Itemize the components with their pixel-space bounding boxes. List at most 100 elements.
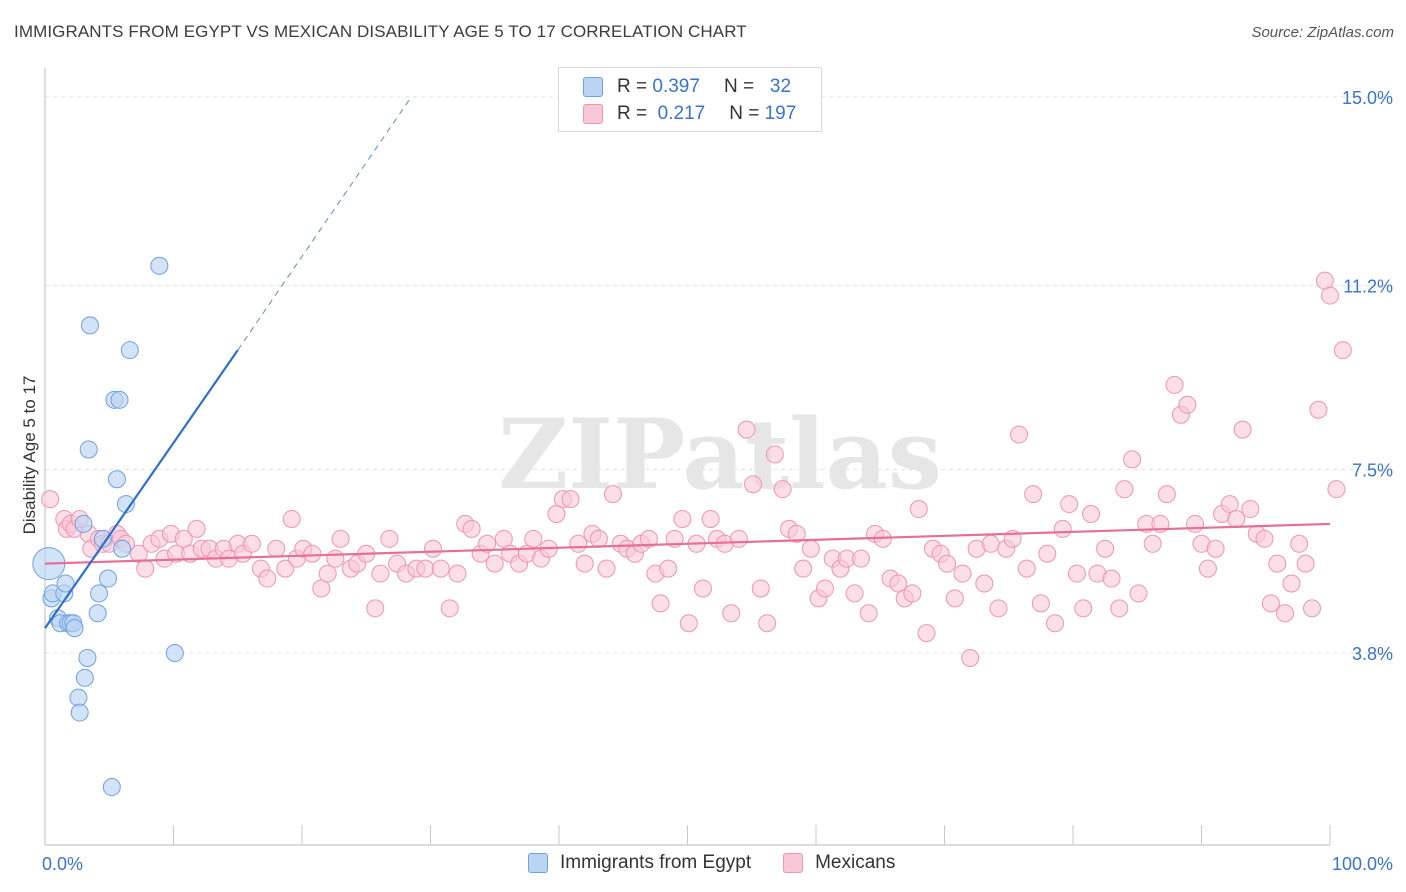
egypt-legend-label: Immigrants from Egypt (560, 852, 752, 873)
mexicans-point (1157, 485, 1176, 504)
mexicans-point (1024, 485, 1043, 504)
mexicans-point (1046, 614, 1065, 633)
mexicans-point (787, 524, 806, 543)
legend-item-egypt[interactable]: Immigrants from Egypt (528, 852, 751, 874)
mexicans-point (366, 599, 385, 618)
mexicans-point (603, 485, 622, 504)
mexicans-point (953, 564, 972, 583)
mexicans-point (639, 529, 658, 548)
mexicans-point (1276, 604, 1295, 623)
mexicans-legend-swatch (783, 853, 804, 873)
egypt-point (88, 604, 107, 623)
mexicans-point (1053, 519, 1072, 538)
mexicans-point (267, 539, 286, 558)
mexicans-point (981, 534, 1000, 553)
mexicans-point (1129, 584, 1148, 603)
egypt-points (32, 256, 184, 797)
mexicans-trend-line (44, 522, 1331, 565)
mexicans-point (801, 539, 820, 558)
mexicans-point (961, 648, 980, 667)
mexicans-point (1038, 544, 1057, 563)
mexicans-point (589, 529, 608, 548)
mexicans-point (989, 599, 1008, 618)
egypt-legend-swatch (528, 853, 548, 873)
mexicans-point (440, 599, 459, 618)
egypt-point (70, 703, 89, 722)
mexicans-point (1110, 599, 1129, 618)
mexicans-r-value: 0.217 (657, 103, 706, 124)
mexicans-point (1227, 509, 1246, 528)
mexicans-point (258, 569, 277, 588)
mexicans-legend-label: Mexicans (815, 852, 896, 873)
mexicans-point (1268, 554, 1287, 573)
stats-legend: R = 0.397 N = 32 R = 0.217 N = 197 (558, 67, 822, 132)
mexicans-point (1333, 341, 1352, 360)
legend-row-egypt: R = 0.397 N = 32 (583, 74, 791, 100)
mexicans-point (485, 554, 504, 573)
mexicans-point (1282, 574, 1301, 593)
egypt-swatch (583, 77, 603, 97)
mexicans-point (758, 614, 777, 633)
mexicans-points (41, 271, 1352, 667)
mexicans-point (597, 559, 616, 578)
mexicans-point (1327, 480, 1346, 499)
mexicans-point (371, 564, 390, 583)
mexicans-point (773, 480, 792, 499)
y-tick-label: 11.2% (1343, 277, 1393, 297)
egypt-trend-line (44, 349, 239, 629)
mexicans-point (462, 519, 481, 538)
mexicans-point (569, 534, 588, 553)
mexicans-point (276, 559, 295, 578)
source-label: Source: ZipAtlas.com (1251, 24, 1394, 41)
mexicans-point (129, 544, 148, 563)
mexicans-point (424, 539, 443, 558)
mexicans-point (889, 574, 908, 593)
mexicans-point (659, 559, 678, 578)
mexicans-point (1010, 425, 1029, 444)
egypt-point (107, 470, 126, 489)
egypt-point (56, 574, 75, 593)
mexicans-point (975, 574, 994, 593)
r-label: R = (617, 76, 648, 97)
egypt-point (113, 539, 132, 558)
mexicans-point (561, 490, 580, 509)
mexicans-point (1233, 420, 1252, 439)
mexicans-point (1017, 559, 1036, 578)
egypt-point (120, 341, 139, 360)
mexicans-point (1303, 599, 1322, 618)
mexicans-point (431, 559, 450, 578)
mexicans-point (729, 529, 748, 548)
mexicans-point (1031, 594, 1050, 613)
mexicans-point (1220, 495, 1239, 514)
mexicans-point (679, 614, 698, 633)
mexicans-point (744, 475, 763, 494)
mexicans-point (1186, 514, 1205, 533)
egypt-point (110, 390, 129, 409)
mexicans-point (318, 564, 337, 583)
egypt-point (98, 569, 117, 588)
n-label: N = (729, 103, 760, 124)
y-axis-label: Disability Age 5 to 17 (20, 375, 39, 535)
egypt-point (102, 778, 121, 797)
x-tick-label: 100.0% (1332, 854, 1393, 874)
mexicans-swatch (583, 104, 603, 124)
mexicans-point (1060, 495, 1079, 514)
mexicans-point (673, 509, 692, 528)
egypt-point (89, 584, 108, 603)
mexicans-point (174, 529, 193, 548)
mexicans-point (242, 534, 261, 553)
legend-item-mexicans[interactable]: Mexicans (783, 852, 895, 874)
mexicans-point (1296, 554, 1315, 573)
egypt-trend-extension (237, 96, 412, 351)
mexicans-point (701, 509, 720, 528)
mexicans-point (859, 604, 878, 623)
mexicans-point (722, 604, 741, 623)
egypt-point (65, 619, 84, 638)
egypt-point (93, 529, 112, 548)
mexicans-point (1115, 480, 1134, 499)
mexicans-point (945, 589, 964, 608)
mexicans-point (1290, 534, 1309, 553)
legend-row-mexicans: R = 0.217 N = 197 (583, 101, 796, 127)
trend-lines (44, 96, 1331, 629)
